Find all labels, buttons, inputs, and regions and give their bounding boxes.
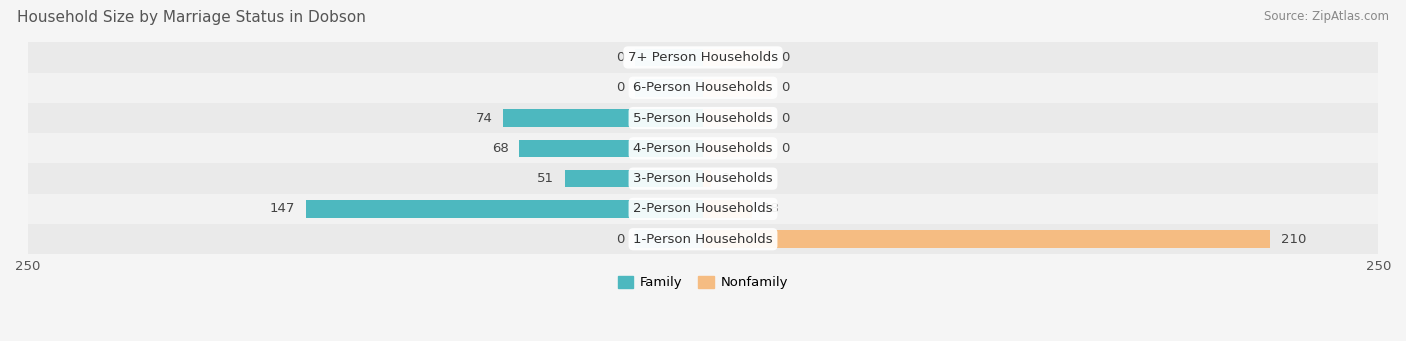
Bar	[636, 231, 703, 248]
Bar	[28, 73, 1378, 103]
Legend: Family, Nonfamily: Family, Nonfamily	[612, 270, 794, 294]
Text: 2-Person Households: 2-Person Households	[633, 203, 773, 216]
Bar	[28, 194, 1378, 224]
Text: Household Size by Marriage Status in Dobson: Household Size by Marriage Status in Dob…	[17, 10, 366, 25]
Text: 3: 3	[721, 172, 730, 185]
Bar	[28, 163, 1378, 194]
Text: 51: 51	[537, 172, 554, 185]
Text: 0: 0	[616, 233, 624, 246]
Bar	[703, 170, 711, 188]
Bar	[28, 133, 1378, 163]
Text: 0: 0	[616, 51, 624, 64]
Text: 0: 0	[782, 51, 790, 64]
Bar	[307, 200, 703, 218]
Text: 74: 74	[475, 112, 492, 124]
Text: 0: 0	[782, 81, 790, 94]
Bar	[703, 200, 752, 218]
Bar	[703, 231, 1270, 248]
Bar	[703, 109, 770, 127]
Text: 4-Person Households: 4-Person Households	[633, 142, 773, 155]
Text: 0: 0	[782, 142, 790, 155]
Text: 147: 147	[270, 203, 295, 216]
Text: 6-Person Households: 6-Person Households	[633, 81, 773, 94]
Bar	[703, 79, 770, 97]
Bar	[28, 224, 1378, 254]
Bar	[703, 49, 770, 66]
Text: 18: 18	[762, 203, 779, 216]
Text: 3-Person Households: 3-Person Households	[633, 172, 773, 185]
Bar	[636, 79, 703, 97]
Text: 5-Person Households: 5-Person Households	[633, 112, 773, 124]
Text: 68: 68	[492, 142, 509, 155]
Bar	[28, 103, 1378, 133]
Text: 7+ Person Households: 7+ Person Households	[628, 51, 778, 64]
Text: 210: 210	[1281, 233, 1306, 246]
Bar	[28, 42, 1378, 73]
Bar	[565, 170, 703, 188]
Bar	[703, 139, 770, 157]
Bar	[519, 139, 703, 157]
Text: 0: 0	[616, 81, 624, 94]
Text: 0: 0	[782, 112, 790, 124]
Text: Source: ZipAtlas.com: Source: ZipAtlas.com	[1264, 10, 1389, 23]
Text: 1-Person Households: 1-Person Households	[633, 233, 773, 246]
Bar	[503, 109, 703, 127]
Bar	[636, 49, 703, 66]
